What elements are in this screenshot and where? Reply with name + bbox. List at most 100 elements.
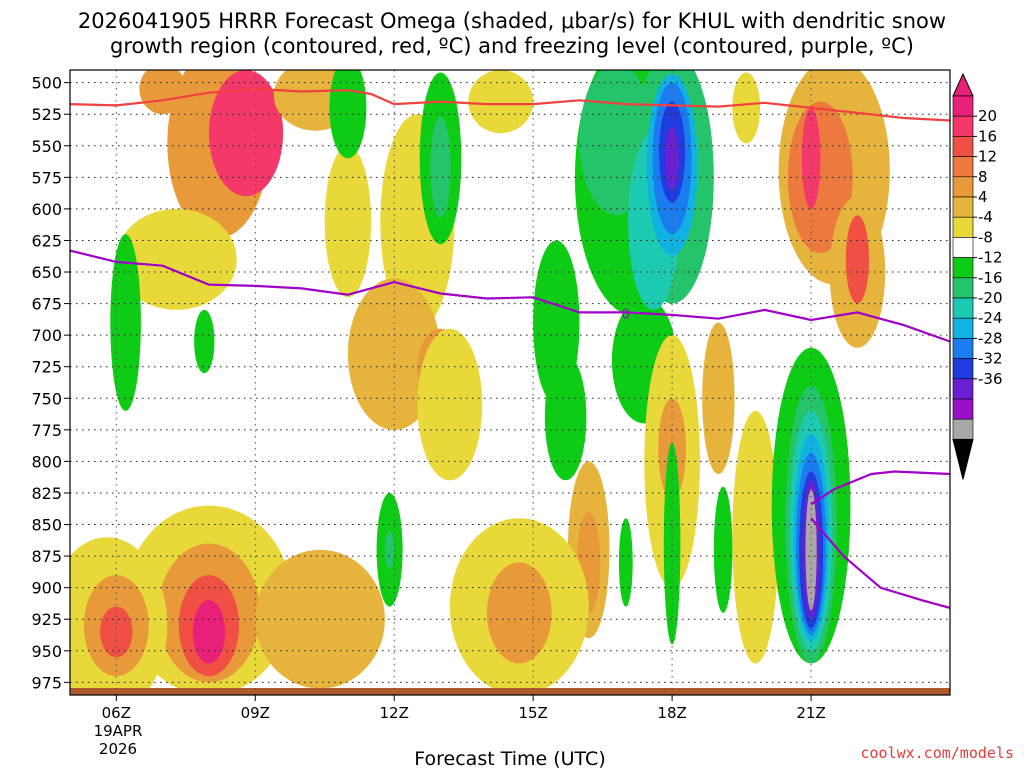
freezing-level-label: 0 [622, 308, 630, 323]
colorbar-label-9: -20 [978, 289, 1003, 307]
terrain-layer [70, 688, 950, 695]
colorbar-segment-11 [952, 317, 974, 339]
y-tick-label-975: 975 [31, 673, 62, 692]
colorbar-top-arrow [952, 72, 974, 97]
x-tick-label-09Z: 09Z [241, 704, 270, 722]
y-tick-label-750: 750 [31, 389, 62, 408]
terrain-strip [70, 688, 950, 695]
chart-title-line1: 2026041905 HRRR Forecast Omega (shaded, … [78, 9, 946, 33]
colorbar-segment-15 [952, 398, 974, 420]
y-tick-label-525: 525 [31, 105, 62, 124]
colorbar: 20 16 12 8 4 -4 -8 -12 -16 -20 -24 -28 -32 -36 [952, 72, 1003, 480]
colorbar-label-10: -24 [978, 309, 1003, 327]
omega-cell-51 [385, 530, 395, 569]
colorbar-label-4: 4 [978, 188, 988, 206]
plot-frame [69, 69, 951, 696]
omega-cell-49 [486, 562, 552, 664]
colorbar-label-3: 8 [978, 168, 988, 186]
y-tick-label-550: 550 [31, 137, 62, 156]
omega-cell-36 [732, 410, 779, 664]
colorbar-label-7: -12 [978, 249, 1003, 267]
x-tick-label-21Z: 21Z [796, 704, 825, 722]
y-tick-label-950: 950 [31, 642, 62, 661]
y-tick-label-725: 725 [31, 358, 62, 377]
x-tick-label-18Z: 18Z [657, 704, 686, 722]
omega-cell-2 [139, 70, 186, 115]
grid-lines [70, 70, 950, 695]
colorbar-segment-8 [952, 257, 974, 279]
x-tick-label-06Z: 06Z [102, 704, 131, 722]
omega-cell-11 [468, 70, 534, 134]
x-axis-label: Forecast Time (UTC) [414, 748, 605, 768]
y-tick-label-825: 825 [31, 484, 62, 503]
omega-cell-30 [801, 107, 821, 209]
colorbar-label-6: -8 [978, 228, 993, 246]
colorbar-segment-16 [952, 418, 974, 440]
y-tick-label-900: 900 [31, 579, 62, 598]
colorbar-segment-10 [952, 297, 974, 319]
colorbar-label-5: -4 [978, 208, 993, 226]
colorbar-label-8: -16 [978, 269, 1003, 287]
colorbar-bottom-arrow [952, 438, 974, 480]
colorbar-label-12: -32 [978, 350, 1003, 368]
y-tick-label-875: 875 [31, 547, 62, 566]
x-axis: 06Z 09Z 12Z 15Z 18Z 21Z [102, 695, 826, 722]
y-axis: 500 525 550 575 600 625 650 675 700 725 750 775 800 8… [31, 74, 70, 692]
omega-cell-62 [805, 489, 817, 611]
chart-title-line2: growth region (contoured, red, ºC) and f… [110, 34, 914, 58]
omega-cell-15 [430, 116, 451, 218]
contour-line-2 [810, 470, 950, 506]
y-tick-label-850: 850 [31, 516, 62, 535]
y-tick-label-575: 575 [31, 168, 62, 187]
y-tick-label-925: 925 [31, 610, 62, 629]
colorbar-segment-12 [952, 338, 974, 359]
omega-cell-47 [255, 549, 385, 689]
y-tick-label-600: 600 [31, 200, 62, 219]
y-tick-label-775: 775 [31, 421, 62, 440]
omega-cell-32 [845, 215, 870, 304]
colorbar-segment-14 [952, 378, 974, 400]
colorbar-segment-2 [952, 136, 974, 157]
y-tick-label-625: 625 [31, 231, 62, 250]
omega-cell-52 [618, 518, 633, 607]
omega-cell-13 [194, 309, 215, 374]
colorbar-label-0: 20 [978, 107, 997, 125]
contour-line-0 [70, 87, 950, 122]
colorbar-label-1: 16 [978, 127, 997, 145]
date-label-year: 2026 [99, 740, 137, 758]
y-tick-label-800: 800 [31, 452, 62, 471]
omega-cell-46 [100, 606, 133, 658]
colorbar-segment-6 [952, 216, 974, 238]
omega-cell-5 [324, 145, 372, 298]
omega-cell-1 [208, 70, 284, 197]
y-tick-label-500: 500 [31, 74, 62, 93]
x-tick-label-15Z: 15Z [518, 704, 547, 722]
colorbar-label-13: -36 [978, 370, 1003, 388]
colorbar-segment-0 [952, 95, 974, 117]
colorbar-segment-5 [952, 196, 974, 218]
y-tick-label-700: 700 [31, 326, 62, 345]
omega-cell-27 [732, 72, 761, 144]
y-tick-label-650: 650 [31, 263, 62, 282]
omega-cell-8 [347, 278, 441, 430]
date-label-day: 19APR [94, 722, 143, 740]
contour-lines: 0 [70, 87, 950, 609]
colorbar-segment-1 [952, 115, 974, 137]
y-tick-label-675: 675 [31, 295, 62, 314]
contour-line-3 [810, 517, 950, 609]
contour-line-1 [70, 249, 950, 343]
omega-cell-6 [329, 70, 367, 159]
omega-cell-12 [110, 234, 141, 411]
omega-cell-17 [544, 354, 587, 481]
omega-cell-54 [713, 486, 733, 613]
omega-cell-26 [665, 126, 679, 190]
colorbar-segment-3 [952, 156, 974, 178]
omega-cell-43 [202, 623, 216, 654]
colorbar-label-11: -28 [978, 329, 1003, 347]
credit-link[interactable]: coolwx.com/models [860, 744, 1014, 762]
colorbar-segment-9 [952, 277, 974, 299]
colorbar-label-2: 12 [978, 148, 997, 166]
colorbar-segment-4 [952, 176, 974, 198]
x-tick-label-12Z: 12Z [380, 704, 409, 722]
